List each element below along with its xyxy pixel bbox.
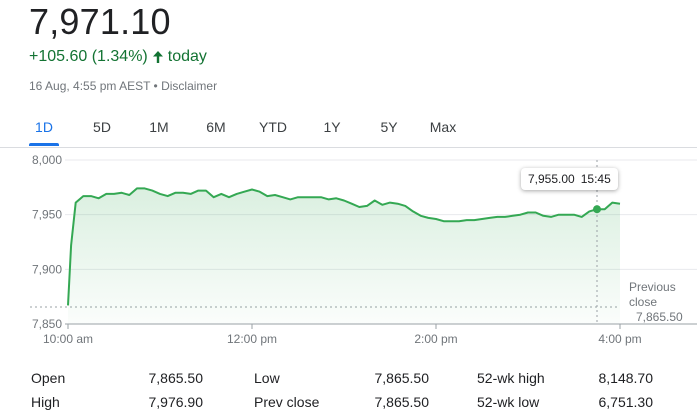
timestamp-row: 16 Aug, 4:55 pm AEST • Disclaimer [29, 78, 217, 94]
previous-close-label: Previous close 7,865.50 [629, 280, 683, 325]
stat-label-prev-close: Prev close [254, 394, 320, 410]
y-tick-label: 7,950 [32, 208, 62, 222]
previous-close-line2: close [629, 295, 658, 309]
hover-point [593, 205, 601, 214]
y-tick-label: 7,900 [32, 262, 62, 276]
price-change-row: +105.60 (1.34%) today [29, 47, 207, 67]
stat-value-open: 7,865.50 [148, 370, 204, 386]
tooltip-value: 7,955.00 [528, 172, 575, 186]
tab-ytd[interactable]: YTD [259, 119, 287, 135]
index-price: 7,971.10 [29, 1, 171, 42]
tab-6m[interactable]: 6M [206, 119, 226, 135]
tab-1y[interactable]: 1Y [323, 119, 341, 135]
x-tick-label: 4:00 pm [598, 332, 641, 346]
x-tick-label: 12:00 pm [227, 332, 277, 346]
y-tick-label: 8,000 [32, 153, 62, 167]
separator: • [150, 79, 162, 93]
tab-1d[interactable]: 1D [29, 112, 59, 146]
chart-tooltip: 7,955.00 15:45 [521, 168, 618, 190]
tab-1m[interactable]: 1M [149, 119, 169, 135]
stat-label-52wk-high: 52-wk high [477, 370, 545, 386]
stat-label-52wk-low: 52-wk low [477, 394, 540, 410]
arrow-up-icon [152, 50, 164, 64]
stat-value-52wk-high: 8,148.70 [598, 370, 654, 386]
stat-label-low: Low [254, 370, 280, 386]
range-tabs: 1D 5D 1M 6M YTD 1Y 5Y Max [29, 112, 460, 146]
tooltip-time: 15:45 [580, 172, 611, 186]
tab-5y[interactable]: 5Y [380, 119, 398, 135]
stat-label-open: Open [31, 370, 66, 386]
y-tick-label: 7,850 [32, 317, 62, 331]
previous-close-line1: Previous [629, 280, 676, 294]
previous-close-value: 7,865.50 [636, 310, 683, 324]
price-change: +105.60 (1.34%) [29, 48, 148, 65]
stat-value-low: 7,865.50 [374, 370, 430, 386]
tabs-divider [0, 147, 697, 148]
stat-value-high: 7,976.90 [148, 394, 204, 410]
stat-value-prev-close: 7,865.50 [374, 394, 430, 410]
stats-row-2: High 7,976.90 Prev close 7,865.50 52-wk … [31, 392, 671, 412]
timestamp: 16 Aug, 4:55 pm AEST [29, 79, 151, 93]
stats-row-1: Open 7,865.50 Low 7,865.50 52-wk high 8,… [31, 368, 671, 388]
series-area [68, 188, 620, 324]
series-line [67, 187, 621, 306]
tab-5d[interactable]: 5D [93, 119, 111, 135]
disclaimer-link[interactable]: Disclaimer [161, 79, 218, 93]
stat-value-52wk-low: 6,751.30 [598, 394, 654, 410]
x-tick-label: 10:00 am [43, 332, 93, 346]
tab-max[interactable]: Max [429, 119, 457, 135]
change-period: today [167, 48, 207, 65]
x-tick-label: 2:00 pm [414, 332, 457, 346]
stat-label-high: High [31, 394, 60, 410]
